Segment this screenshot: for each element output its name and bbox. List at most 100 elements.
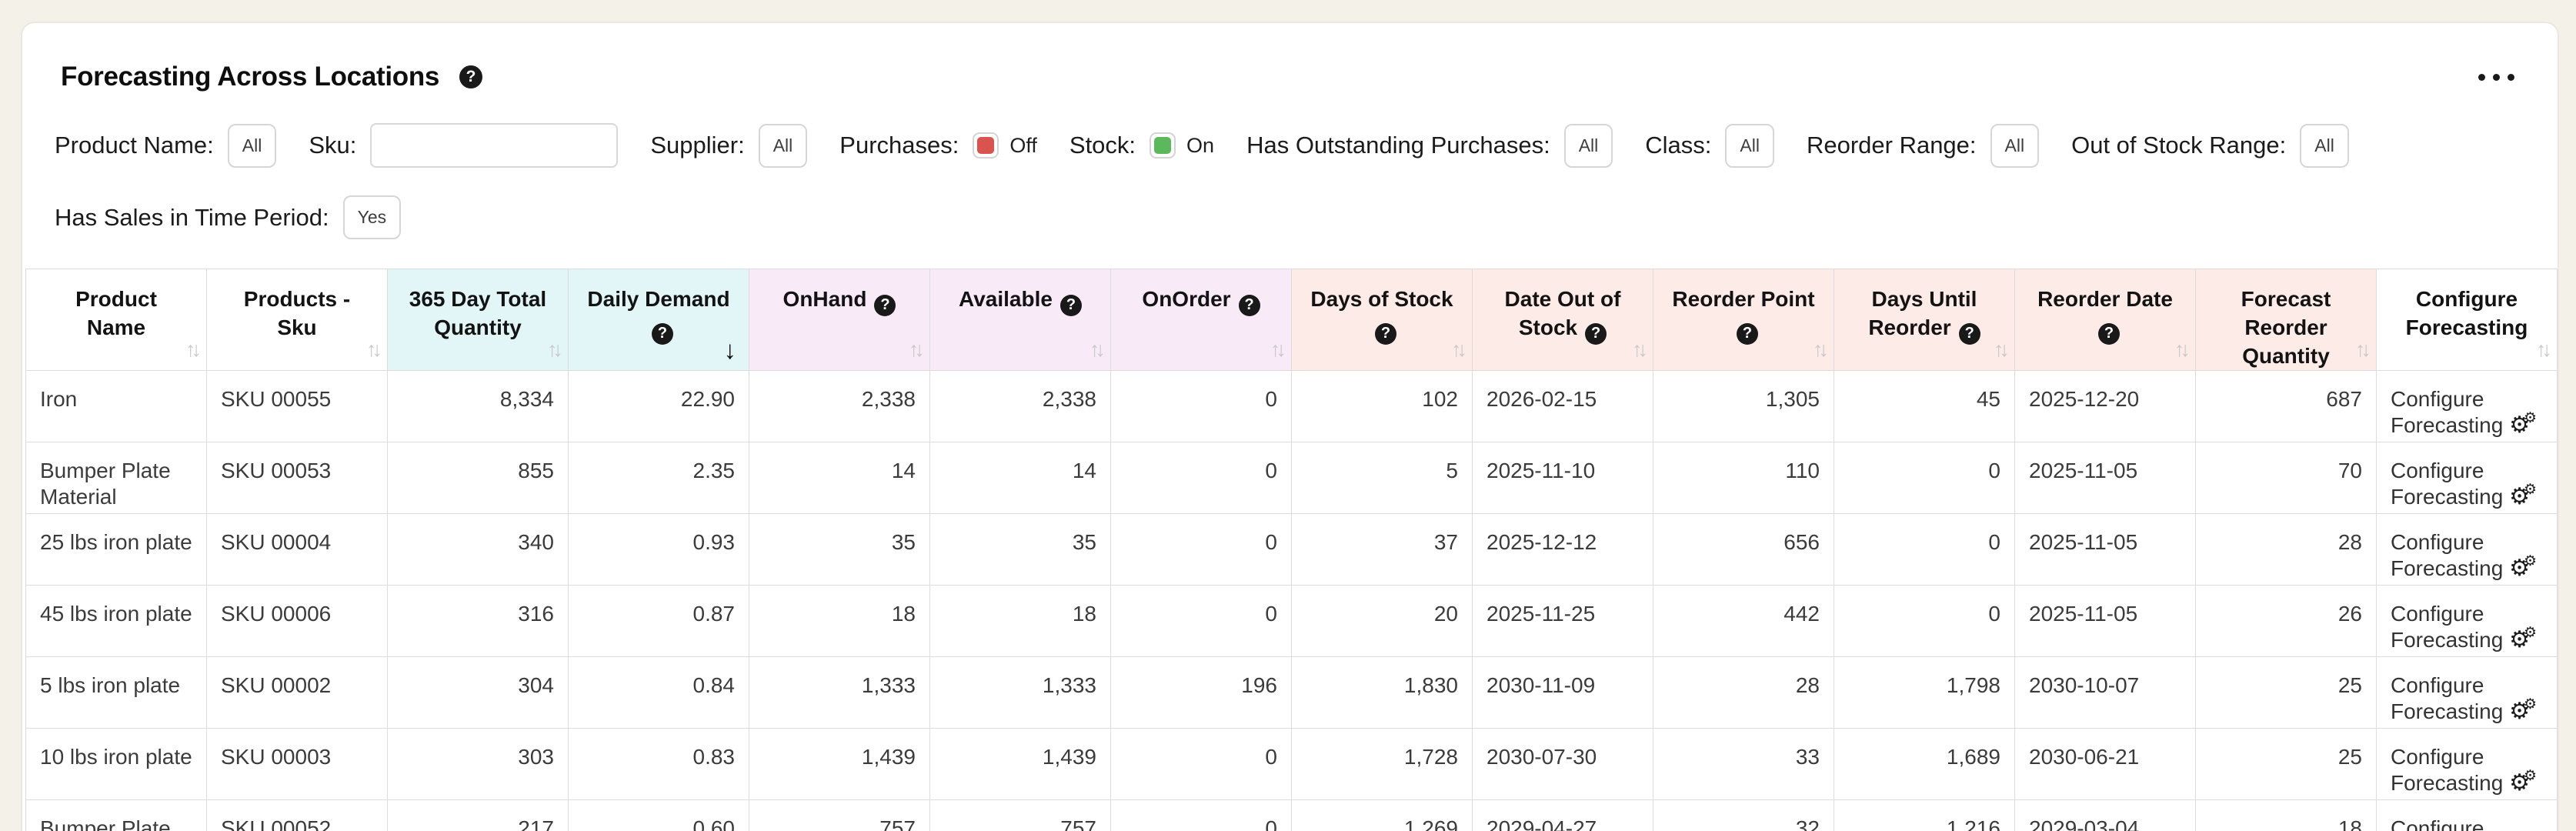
help-icon[interactable]: ? [1958,322,1980,345]
stock-checkbox[interactable] [1150,132,1176,159]
help-icon[interactable]: ? [874,294,896,316]
column-header-on-order[interactable]: OnOrder? ↑↓ [1110,269,1292,371]
cell-date-out-of-stock: 2030-11-09 [1472,656,1653,729]
help-icon[interactable]: ? [1238,294,1260,316]
cell-date-out-of-stock: 2026-02-15 [1472,370,1653,442]
title-help-icon[interactable]: ? [459,65,483,88]
supplier-filter-button[interactable]: All [758,123,808,168]
cell-reorder-date: 2025-11-05 [2014,585,2196,657]
filter-purchases: Purchases: Off [839,132,1037,159]
column-label: Product Name [75,287,157,339]
cell-product-name: Iron [25,370,207,442]
checkbox-fill-red [977,137,995,154]
sort-icon[interactable]: ↑↓ [1451,338,1467,361]
column-header-forecast-reorder-qty[interactable]: Forecast Reorder Quantity ↑↓ [2195,269,2377,371]
has-outstanding-purchases-button[interactable]: All [1563,123,1613,168]
ellipsis-dot [2508,73,2514,81]
cell-on-order: 0 [1110,799,1292,831]
cell-sku: SKU 00052 [206,799,388,831]
cell-daily-demand: 22.90 [568,370,749,442]
cell-on-hand: 18 [749,585,930,657]
column-header-total-qty-365[interactable]: 365 Day Total Quantity ↑↓ [387,269,569,371]
product-name-filter-label: Product Name: [55,132,214,159]
column-label: Date Out of Stock [1504,287,1621,339]
cell-days-until-reorder: 45 [1834,370,2015,442]
sort-icon[interactable]: ↑↓ [2355,338,2371,361]
column-header-product-name[interactable]: Product Name ↑↓ [25,269,207,371]
ellipsis-menu-button[interactable] [2468,66,2525,88]
configure-forecasting-link[interactable]: Configure Forecasting ⚙⚙ [2391,459,2538,509]
configure-forecasting-link[interactable]: Configure Forecasting ⚙⚙ [2391,745,2538,796]
column-header-sku[interactable]: Products - Sku ↑↓ [206,269,388,371]
column-label: Days of Stock [1310,287,1453,311]
sort-icon[interactable]: ↑↓ [1632,338,1648,361]
column-label: Forecast Reorder Quantity [2241,287,2331,368]
cell-days-of-stock: 37 [1291,513,1473,586]
filter-has-sales-in-time-period: Has Sales in Time Period: Yes [55,195,402,239]
sort-icon[interactable]: ↑↓ [547,338,563,361]
help-icon[interactable]: ? [652,322,673,345]
column-label: OnOrder [1142,287,1231,311]
configure-forecasting-link[interactable]: Configure Forecasting ⚙⚙ [2391,816,2484,831]
sort-icon[interactable]: ↑↓ [366,338,382,361]
sort-descending-icon[interactable]: ↓ [723,335,737,364]
column-header-configure[interactable]: Configure Forecasting ↑↓ [2376,269,2558,371]
reorder-range-filter-button[interactable]: All [1990,123,2040,168]
configure-forecasting-link[interactable]: Configure Forecasting ⚙⚙ [2391,673,2538,724]
configure-forecasting-link[interactable]: Configure Forecasting ⚙⚙ [2391,387,2538,438]
help-icon[interactable]: ? [1059,294,1082,316]
column-header-date-out-of-stock[interactable]: Date Out of Stock? ↑↓ [1472,269,1653,371]
cell-total-qty-365: 8,334 [387,370,569,442]
column-header-daily-demand[interactable]: Daily Demand? ↓ [568,269,749,371]
column-header-on-hand[interactable]: OnHand? ↑↓ [749,269,930,371]
cell-total-qty-365: 217 [387,799,569,831]
configure-forecasting-link[interactable]: Configure Forecasting ⚙⚙ [2391,602,2538,652]
purchases-checkbox[interactable] [973,132,999,159]
help-icon[interactable]: ? [1375,322,1396,345]
ellipsis-dot [2493,73,2500,81]
configure-forecasting-link[interactable]: Configure Forecasting ⚙⚙ [2391,530,2538,581]
sort-icon[interactable]: ↑↓ [1270,338,1286,361]
cell-forecast-reorder-qty: 70 [2195,442,2377,514]
has-sales-button[interactable]: Yes [342,195,402,239]
sort-icon[interactable]: ↑↓ [1813,338,1829,361]
column-label: Configure Forecasting [2405,287,2528,339]
table-body: Iron SKU 00055 8,334 22.90 2,338 2,338 0 102 202… [25,370,2558,831]
out-of-stock-range-filter-button[interactable]: All [2300,123,2349,168]
cell-sku: SKU 00055 [206,370,388,442]
cell-daily-demand: 0.60 [568,799,749,831]
filter-product-name: Product Name: All [55,123,277,168]
cell-reorder-date: 2025-11-05 [2014,513,2196,586]
sort-icon[interactable]: ↑↓ [1994,338,2010,361]
cell-date-out-of-stock: 2025-11-10 [1472,442,1653,514]
cell-on-order: 0 [1110,442,1292,514]
column-header-reorder-date[interactable]: Reorder Date? ↑↓ [2014,269,2196,371]
sort-icon[interactable]: ↑↓ [1089,338,1106,361]
cell-days-until-reorder: 0 [1834,442,2015,514]
column-header-available[interactable]: Available? ↑↓ [929,269,1111,371]
help-icon[interactable]: ? [1585,322,1607,345]
filter-sku: Sku: [309,123,619,168]
gears-icon: ⚙⚙ [2509,625,2538,652]
help-icon[interactable]: ? [2098,322,2120,345]
cell-reorder-point: 442 [1653,585,1834,657]
help-icon[interactable]: ? [1737,322,1758,345]
cell-reorder-date: 2025-12-20 [2014,370,2196,442]
cell-days-of-stock: 1,269 [1291,799,1473,831]
cell-days-of-stock: 5 [1291,442,1473,514]
sort-icon[interactable]: ↑↓ [909,338,925,361]
sort-icon[interactable]: ↑↓ [2174,338,2191,361]
purchases-filter-label: Purchases: [839,132,959,159]
cell-reorder-date: 2030-06-21 [2014,728,2196,800]
sort-icon[interactable]: ↑↓ [185,338,202,361]
cell-reorder-point: 1,305 [1653,370,1834,442]
column-header-reorder-point[interactable]: Reorder Point? ↑↓ [1653,269,1834,371]
checkbox-fill-green [1154,137,1172,154]
sort-icon[interactable]: ↑↓ [2536,338,2552,361]
product-name-filter-button[interactable]: All [227,123,277,168]
cell-days-until-reorder: 1,798 [1834,656,2015,729]
class-filter-button[interactable]: All [1725,123,1774,168]
sku-input[interactable] [370,123,619,168]
column-header-days-of-stock[interactable]: Days of Stock? ↑↓ [1291,269,1473,371]
column-header-days-until-reorder[interactable]: Days Until Reorder? ↑↓ [1834,269,2015,371]
